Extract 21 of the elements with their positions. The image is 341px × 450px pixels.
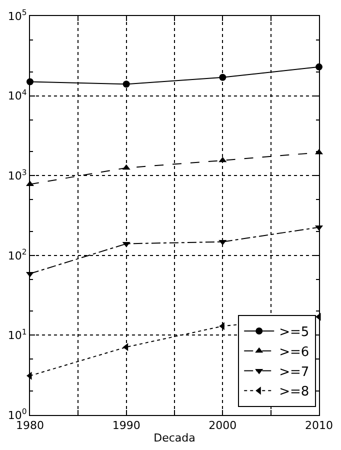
y-tick-label: 10$^{1}$ [8, 327, 27, 342]
x-axis-title: Decada [154, 431, 196, 444]
y-tick-label: 10$^{3}$ [8, 168, 27, 182]
legend-label: >=8 [279, 384, 310, 400]
y-tick-label: 10$^{5}$ [8, 8, 27, 23]
x-tick-label: 2010 [305, 419, 333, 432]
legend-label: >=5 [279, 325, 310, 340]
point [122, 80, 130, 88]
x-tick-label: 2000 [208, 419, 237, 432]
y-tick-label: 10$^{0}$ [8, 407, 27, 422]
x-tick-label: 1990 [112, 419, 140, 432]
legend-label: >=6 [279, 344, 310, 360]
x-tick-label: 1980 [16, 419, 44, 432]
point [219, 74, 226, 81]
point [218, 156, 227, 162]
legend-label: >=7 [279, 364, 310, 380]
y-tick-label: 10$^{4}$ [8, 88, 27, 103]
y-tick-label: 10$^{2}$ [8, 248, 27, 262]
point [122, 164, 130, 170]
point [122, 343, 128, 352]
point [122, 242, 130, 248]
